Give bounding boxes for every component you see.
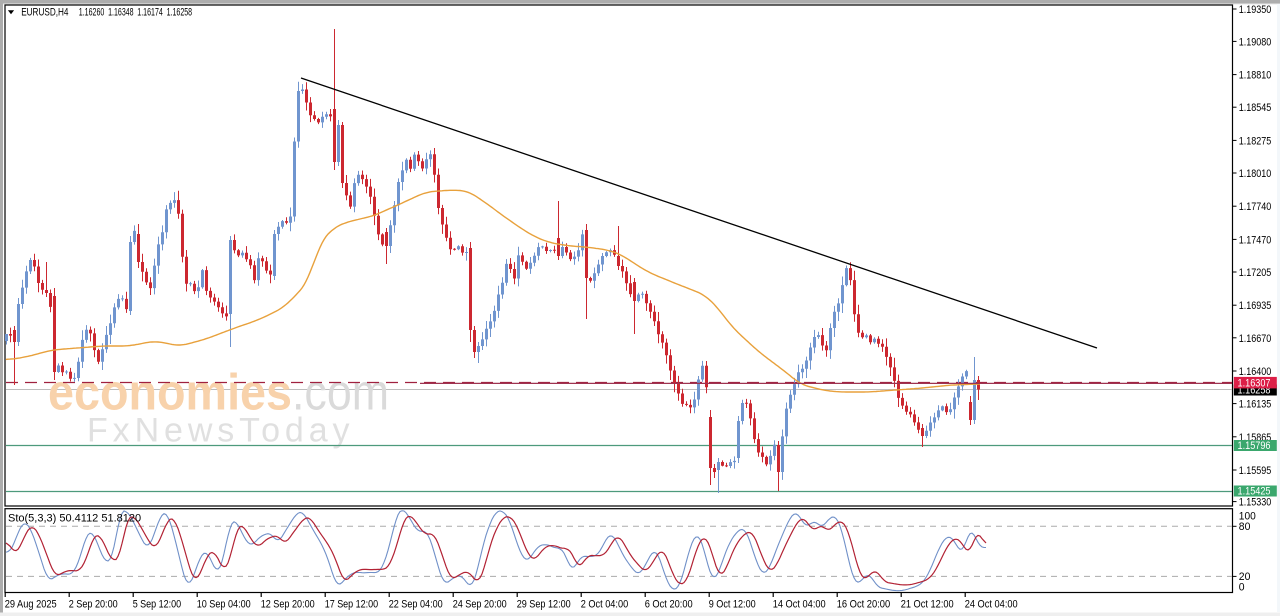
svg-text:24 Oct 04:00: 24 Oct 04:00 [965,599,1018,611]
svg-text:24 Sep 20:00: 24 Sep 20:00 [453,599,507,611]
svg-text:21 Oct 12:00: 21 Oct 12:00 [901,599,954,611]
svg-text:12 Sep 20:00: 12 Sep 20:00 [261,599,315,611]
svg-text:1.16348: 1.16348 [108,6,134,18]
svg-text:Sto(5,3,3) 50.4112 51.8120: Sto(5,3,3) 50.4112 51.8120 [8,513,141,525]
svg-text:1.16260: 1.16260 [79,6,105,18]
svg-text:16 Oct 20:00: 16 Oct 20:00 [837,599,891,611]
svg-text:80: 80 [1239,521,1251,533]
svg-text:1.18545: 1.18545 [1239,102,1272,114]
svg-text:1.17205: 1.17205 [1239,267,1272,279]
svg-text:20: 20 [1239,571,1251,583]
svg-text:1.15796: 1.15796 [1238,440,1271,452]
svg-text:1.18275: 1.18275 [1239,135,1272,147]
svg-text:FxNewsToday: FxNewsToday [87,412,354,450]
svg-text:29 Sep 12:00: 29 Sep 12:00 [517,599,571,611]
svg-text:9 Oct 12:00: 9 Oct 12:00 [709,599,756,611]
svg-text:1.15595: 1.15595 [1239,465,1272,477]
svg-text:1.17470: 1.17470 [1239,234,1272,246]
svg-text:1.16258: 1.16258 [167,6,193,18]
svg-text:1.19350: 1.19350 [1239,4,1272,16]
svg-text:29 Aug 2025: 29 Aug 2025 [5,599,57,611]
svg-text:100: 100 [1239,511,1256,523]
svg-text:economies: economies [48,364,292,421]
svg-text:EURUSD,H4: EURUSD,H4 [21,6,68,18]
svg-text:14 Oct 04:00: 14 Oct 04:00 [773,599,826,611]
svg-text:2 Oct 04:00: 2 Oct 04:00 [581,599,629,611]
svg-text:.com: .com [292,364,389,421]
svg-text:1.16400: 1.16400 [1239,366,1272,378]
svg-text:17 Sep 12:00: 17 Sep 12:00 [325,599,379,611]
svg-text:0: 0 [1239,582,1245,594]
svg-text:6 Oct 20:00: 6 Oct 20:00 [645,599,693,611]
svg-text:1.19080: 1.19080 [1239,36,1272,48]
svg-text:22 Sep 04:00: 22 Sep 04:00 [389,599,443,611]
svg-text:1.18010: 1.18010 [1239,168,1272,180]
svg-text:5 Sep 12:00: 5 Sep 12:00 [133,599,182,611]
svg-text:2 Sep 20:00: 2 Sep 20:00 [69,599,118,611]
svg-text:1.15425: 1.15425 [1238,486,1271,498]
svg-text:1.16670: 1.16670 [1239,333,1272,345]
svg-text:1.16135: 1.16135 [1239,399,1272,411]
svg-text:1.15330: 1.15330 [1239,497,1272,509]
svg-text:10 Sep 04:00: 10 Sep 04:00 [197,599,251,611]
svg-text:1.16174: 1.16174 [137,6,163,18]
svg-text:1.17740: 1.17740 [1239,201,1272,213]
svg-text:1.16935: 1.16935 [1239,300,1272,312]
svg-text:1.16307: 1.16307 [1238,377,1271,389]
svg-text:1.18810: 1.18810 [1239,70,1272,82]
